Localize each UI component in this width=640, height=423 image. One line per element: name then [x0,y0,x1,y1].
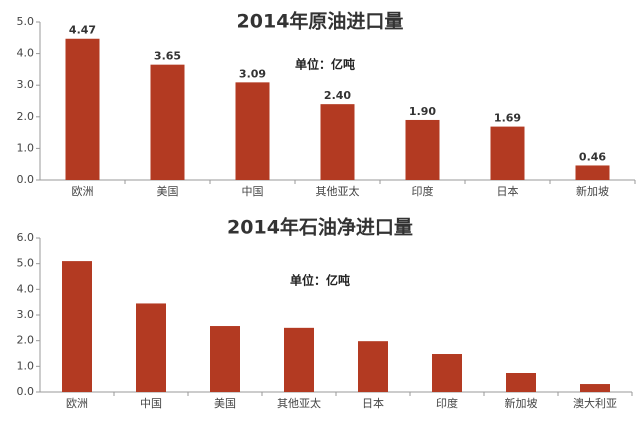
bar [432,354,462,392]
value-label: 3.65 [154,50,181,63]
bar [210,326,240,392]
value-label: 2.40 [324,89,351,102]
chart-title: 2014年石油净进口量 [227,216,413,239]
y-tick-label: 3.0 [17,78,35,91]
y-tick-label: 3.0 [17,308,35,321]
value-label: 1.69 [494,112,521,125]
y-tick-label: 5.0 [17,15,35,28]
x-tick-label: 印度 [436,396,458,410]
bar [490,126,525,180]
x-tick-label: 欧洲 [72,185,94,198]
value-label: 3.09 [239,67,266,80]
bar [235,82,270,180]
y-tick-label: 1.0 [17,141,35,154]
x-tick-label: 美国 [214,397,236,410]
x-tick-label: 其他亚太 [316,185,360,198]
y-tick-label: 4.0 [17,282,35,295]
y-tick-label: 1.0 [17,359,35,372]
x-tick-label: 中国 [242,185,264,198]
bar [575,165,610,180]
value-label: 1.90 [409,105,436,118]
y-tick-label: 0.0 [17,385,35,398]
bar [405,119,440,180]
x-tick-label: 印度 [412,184,434,198]
bar [150,64,185,180]
x-tick-label: 欧洲 [66,397,88,410]
bar [62,261,92,392]
value-label: 4.47 [69,24,96,37]
subtitle: 单位：亿吨 [290,273,350,288]
bar [65,38,100,180]
x-tick-label: 澳大利亚 [573,396,617,410]
y-tick-label: 4.0 [17,47,35,60]
y-tick-label: 2.0 [17,334,35,347]
value-label: 0.46 [579,150,606,163]
y-tick-label: 6.0 [17,231,35,244]
bar [320,104,355,180]
bar [580,384,610,392]
x-tick-label: 中国 [140,397,162,410]
x-tick-label: 日本 [362,396,384,410]
subtitle: 单位：亿吨 [295,57,355,72]
bar [358,341,388,392]
y-tick-label: 5.0 [17,257,35,270]
bar [506,373,536,392]
x-tick-label: 新加坡 [505,396,538,410]
x-tick-label: 新加坡 [576,184,609,198]
bar [136,303,166,392]
chart-title: 2014年原油进口量 [237,10,404,33]
x-tick-label: 其他亚太 [277,397,321,410]
y-tick-label: 2.0 [17,110,35,123]
bar [284,327,314,392]
y-tick-label: 0.0 [17,173,35,186]
x-tick-label: 日本 [497,184,519,198]
x-tick-label: 美国 [157,185,179,198]
